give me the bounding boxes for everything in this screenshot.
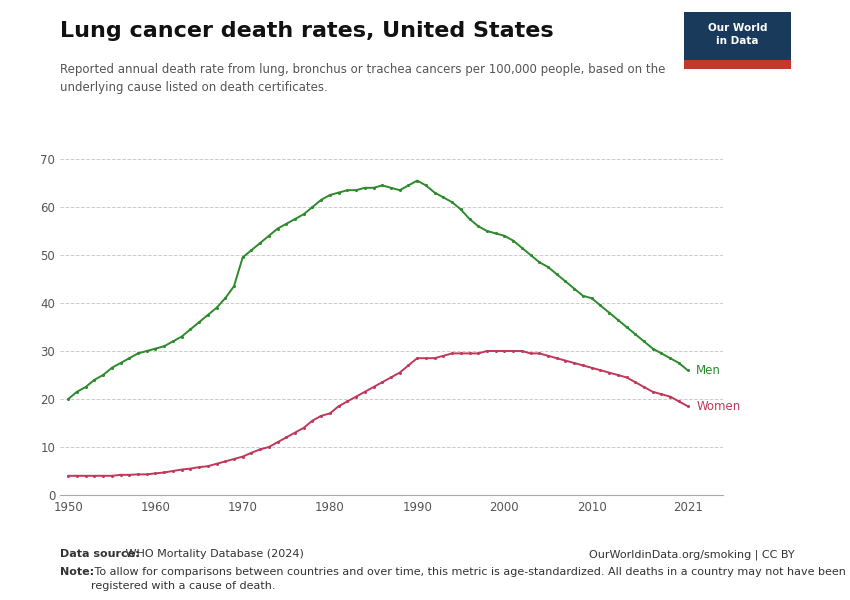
Text: Women: Women <box>696 400 740 413</box>
Text: WHO Mortality Database (2024): WHO Mortality Database (2024) <box>122 549 303 559</box>
Text: Reported annual death rate from lung, bronchus or trachea cancers per 100,000 pe: Reported annual death rate from lung, br… <box>60 63 665 94</box>
Text: Data source:: Data source: <box>60 549 139 559</box>
Bar <box>684 12 790 60</box>
Text: To allow for comparisons between countries and over time, this metric is age-sta: To allow for comparisons between countri… <box>91 567 846 590</box>
Text: Men: Men <box>696 364 721 377</box>
Text: Our World
in Data: Our World in Data <box>707 23 767 46</box>
Bar <box>684 60 790 69</box>
Text: Lung cancer death rates, United States: Lung cancer death rates, United States <box>60 21 553 41</box>
Text: OurWorldinData.org/smoking | CC BY: OurWorldinData.org/smoking | CC BY <box>589 549 795 559</box>
Text: Note:: Note: <box>60 567 94 577</box>
